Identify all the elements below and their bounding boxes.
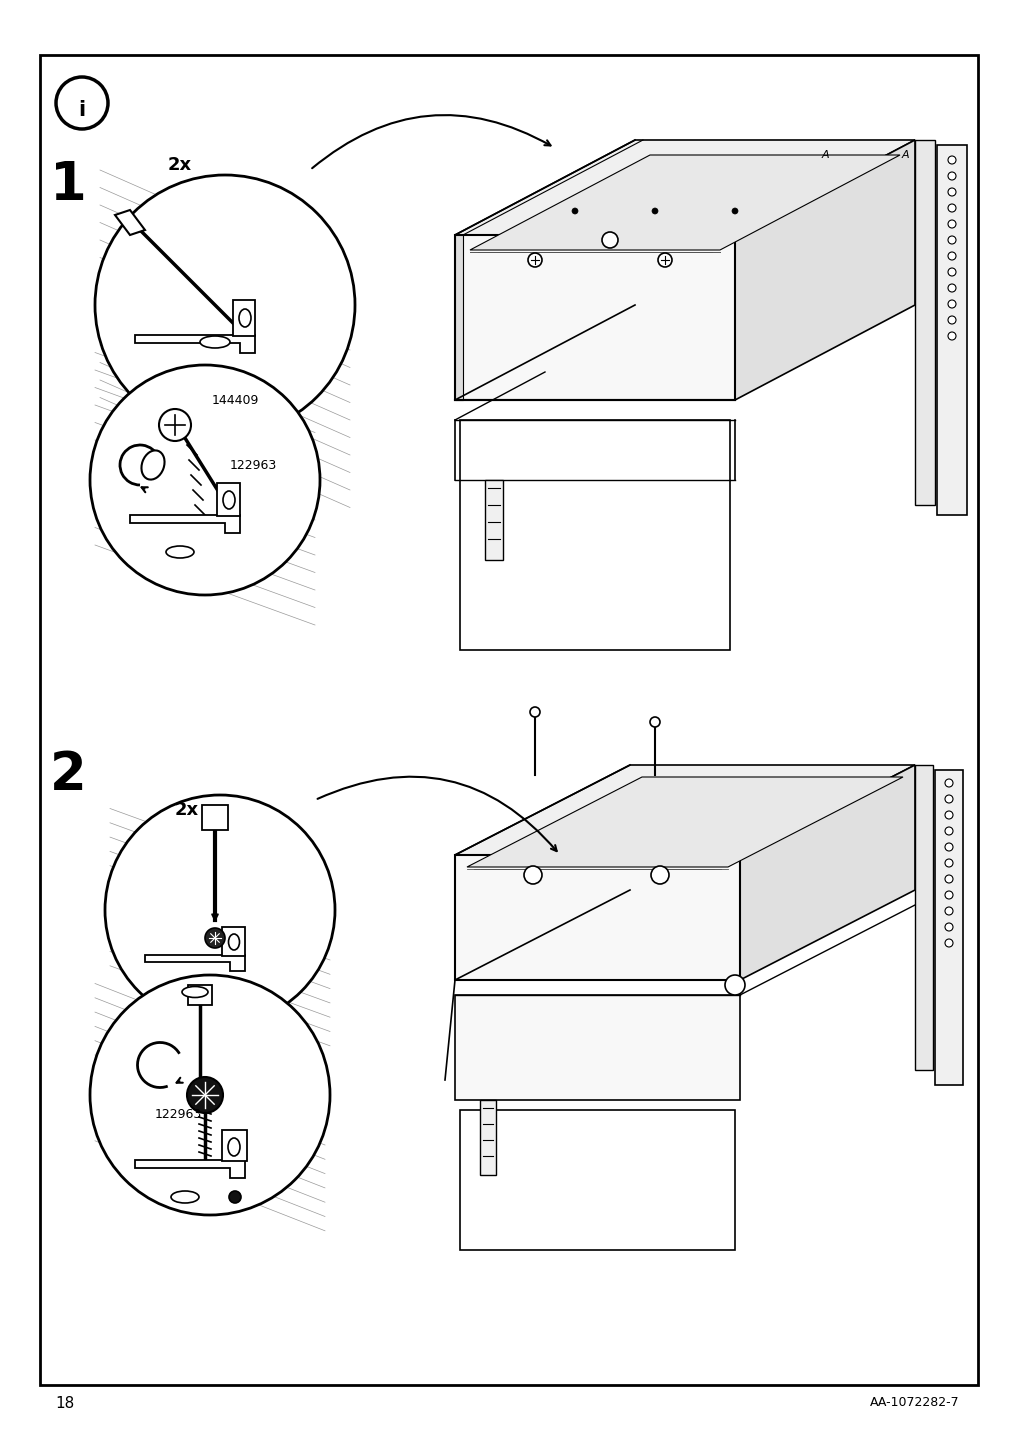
Circle shape bbox=[105, 795, 335, 1025]
Text: 122963: 122963 bbox=[155, 1108, 202, 1121]
Polygon shape bbox=[466, 778, 902, 866]
Text: 122963: 122963 bbox=[229, 458, 277, 471]
Ellipse shape bbox=[228, 1191, 241, 1203]
Polygon shape bbox=[734, 140, 914, 400]
Text: i: i bbox=[79, 100, 86, 120]
Circle shape bbox=[944, 828, 952, 835]
Polygon shape bbox=[221, 927, 245, 957]
Circle shape bbox=[944, 924, 952, 931]
Circle shape bbox=[944, 843, 952, 851]
Polygon shape bbox=[460, 1110, 734, 1250]
Circle shape bbox=[947, 252, 955, 261]
Polygon shape bbox=[455, 855, 739, 979]
Polygon shape bbox=[455, 235, 734, 400]
Circle shape bbox=[947, 236, 955, 243]
Circle shape bbox=[649, 717, 659, 727]
Circle shape bbox=[947, 156, 955, 165]
Circle shape bbox=[56, 77, 108, 129]
Polygon shape bbox=[134, 1160, 245, 1179]
Circle shape bbox=[657, 253, 671, 266]
Circle shape bbox=[731, 208, 737, 213]
Text: A: A bbox=[820, 150, 828, 160]
Circle shape bbox=[947, 284, 955, 292]
Ellipse shape bbox=[166, 546, 194, 558]
Polygon shape bbox=[216, 483, 240, 516]
Circle shape bbox=[159, 410, 191, 441]
Ellipse shape bbox=[142, 451, 165, 480]
Polygon shape bbox=[188, 985, 211, 1005]
Polygon shape bbox=[455, 140, 914, 235]
Circle shape bbox=[947, 188, 955, 196]
Polygon shape bbox=[134, 335, 255, 354]
Circle shape bbox=[944, 891, 952, 899]
Circle shape bbox=[944, 811, 952, 819]
Ellipse shape bbox=[200, 337, 229, 348]
Circle shape bbox=[947, 203, 955, 212]
Circle shape bbox=[724, 975, 744, 995]
Polygon shape bbox=[221, 1130, 247, 1161]
Circle shape bbox=[602, 232, 618, 248]
Circle shape bbox=[90, 975, 330, 1214]
Text: AA-1072282-7: AA-1072282-7 bbox=[869, 1396, 959, 1409]
Polygon shape bbox=[115, 211, 145, 235]
Circle shape bbox=[95, 175, 355, 435]
Circle shape bbox=[944, 939, 952, 947]
Text: 2x: 2x bbox=[175, 800, 199, 819]
Polygon shape bbox=[233, 299, 255, 337]
Text: 18: 18 bbox=[55, 1396, 74, 1411]
Text: 2: 2 bbox=[50, 749, 86, 800]
Ellipse shape bbox=[222, 491, 235, 508]
Text: 1: 1 bbox=[50, 159, 86, 211]
Polygon shape bbox=[914, 140, 934, 505]
Polygon shape bbox=[455, 235, 463, 400]
Polygon shape bbox=[455, 765, 914, 855]
Polygon shape bbox=[145, 955, 245, 971]
Circle shape bbox=[524, 866, 542, 884]
Polygon shape bbox=[914, 765, 932, 1070]
Text: 2x: 2x bbox=[168, 156, 192, 175]
Circle shape bbox=[944, 795, 952, 803]
Polygon shape bbox=[455, 995, 739, 1100]
Text: A: A bbox=[901, 150, 908, 160]
Circle shape bbox=[571, 208, 577, 213]
Ellipse shape bbox=[182, 987, 208, 998]
Circle shape bbox=[947, 316, 955, 324]
Polygon shape bbox=[469, 155, 899, 251]
Polygon shape bbox=[936, 145, 967, 516]
Ellipse shape bbox=[227, 1138, 240, 1156]
Circle shape bbox=[947, 268, 955, 276]
Circle shape bbox=[187, 1077, 222, 1113]
Polygon shape bbox=[202, 805, 227, 831]
Polygon shape bbox=[484, 480, 502, 560]
Circle shape bbox=[947, 299, 955, 308]
Circle shape bbox=[944, 779, 952, 788]
Ellipse shape bbox=[239, 309, 251, 326]
Polygon shape bbox=[739, 765, 914, 979]
Circle shape bbox=[944, 875, 952, 884]
Circle shape bbox=[944, 906, 952, 915]
Ellipse shape bbox=[171, 1191, 199, 1203]
Circle shape bbox=[530, 707, 540, 717]
Ellipse shape bbox=[228, 934, 240, 949]
Text: 144409: 144409 bbox=[211, 394, 259, 407]
Circle shape bbox=[650, 866, 668, 884]
Circle shape bbox=[528, 253, 542, 266]
Polygon shape bbox=[934, 770, 962, 1085]
Circle shape bbox=[947, 172, 955, 180]
Polygon shape bbox=[479, 1100, 495, 1176]
Polygon shape bbox=[129, 516, 240, 533]
Circle shape bbox=[947, 332, 955, 339]
Circle shape bbox=[651, 208, 657, 213]
Circle shape bbox=[947, 221, 955, 228]
Polygon shape bbox=[460, 420, 729, 650]
Circle shape bbox=[90, 365, 319, 596]
Circle shape bbox=[205, 928, 224, 948]
Circle shape bbox=[944, 859, 952, 866]
